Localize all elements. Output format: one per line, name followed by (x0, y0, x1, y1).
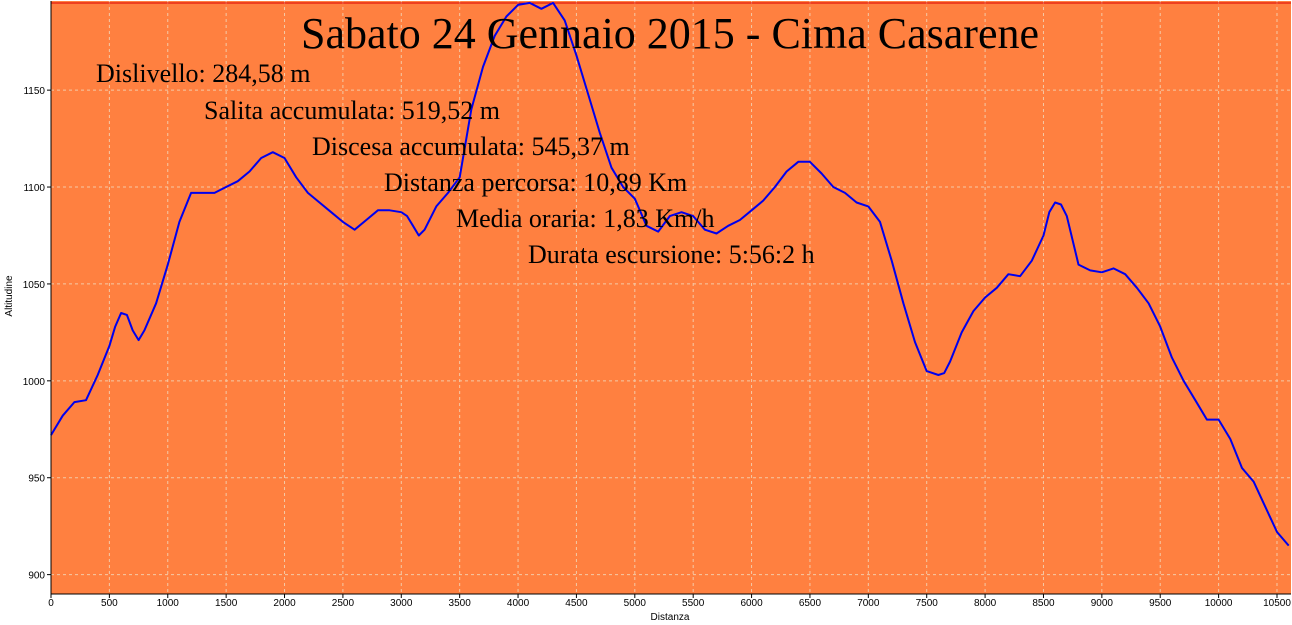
y-tick-label: 1150 (23, 86, 45, 97)
grid (50, 1, 1291, 594)
x-tick-label: 7000 (857, 598, 880, 609)
info-distanza: Distanza percorsa: 10,89 Km (384, 168, 687, 197)
x-tick-label: 1500 (215, 598, 238, 609)
altitude-series-line (50, 1, 1290, 547)
x-tick-label: 3500 (449, 598, 472, 609)
y-tick-label: 900 (28, 571, 45, 582)
info-dislivello: Dislivello: 284,58 m (96, 59, 311, 88)
plot-area (51, 1, 1291, 594)
info-discesa: Discesa accumulata: 545,37 m (312, 132, 630, 161)
chart-title: Sabato 24 Gennaio 2015 - Cima Casarene (301, 9, 1039, 58)
y-axis-title: Altitudine (4, 275, 15, 317)
axis-ticks: 0 500 1000 1500 2000 2500 3000 3500 4000 4500 5000… (23, 86, 1292, 609)
x-tick-label: 500 (101, 598, 118, 609)
info-durata: Durata escursione: 5:56:2 h (528, 240, 815, 269)
info-salita: Salita accumulata: 519,52 m (204, 96, 500, 125)
x-tick-label: 2500 (332, 598, 355, 609)
y-tick-label: 1050 (23, 280, 46, 291)
x-tick-label: 8500 (1032, 598, 1055, 609)
x-tick-label: 6000 (740, 598, 763, 609)
x-tick-label: 7500 (916, 598, 939, 609)
x-axis-title: Distanza (651, 612, 690, 623)
x-tick-label: 6500 (799, 598, 822, 609)
info-media-oraria: Media oraria: 1,83 Km/h (456, 204, 715, 233)
x-tick-label: 0 (48, 598, 54, 609)
x-tick-label: 2000 (273, 598, 296, 609)
x-tick-label: 4000 (507, 598, 530, 609)
x-tick-label: 9500 (1149, 598, 1172, 609)
y-tick-label: 1000 (23, 377, 46, 388)
x-tick-label: 5500 (682, 598, 705, 609)
x-tick-label: 10000 (1205, 598, 1233, 609)
x-tick-label: 10500 (1263, 598, 1291, 609)
x-tick-label: 9000 (1091, 598, 1114, 609)
x-tick-label: 8000 (974, 598, 997, 609)
x-tick-label: 1000 (157, 598, 180, 609)
x-tick-label: 5000 (624, 598, 647, 609)
x-tick-label: 4500 (565, 598, 588, 609)
y-tick-label: 950 (28, 474, 45, 485)
x-tick-label: 3000 (390, 598, 413, 609)
y-tick-label: 1100 (23, 183, 45, 194)
